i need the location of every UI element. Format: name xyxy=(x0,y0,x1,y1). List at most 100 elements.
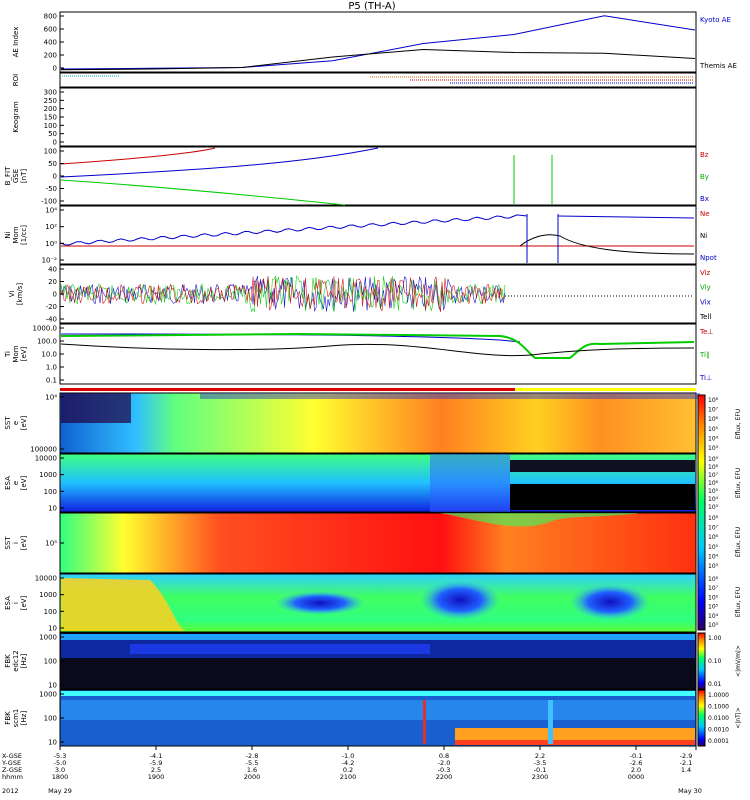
date-start: May 29 xyxy=(48,787,72,795)
mode-bar xyxy=(60,388,696,391)
cbtick-cb3-2: 10⁶ xyxy=(708,534,719,541)
colorbar-nt xyxy=(697,689,706,747)
legend-bfit-2: Bx xyxy=(700,195,709,203)
ytick-esa_e-3: 10 xyxy=(48,505,57,513)
ylabel-esa_e: ESA e [eV] xyxy=(4,475,28,490)
ytick-vi-4: -40 xyxy=(46,316,57,324)
panel-roi xyxy=(59,72,697,88)
cbtick-cb2-5: 10⁴ xyxy=(708,496,719,503)
ytick-keogram-1: 250 xyxy=(44,97,57,105)
ae-series-1 xyxy=(60,48,696,71)
svg-text:GSE: GSE xyxy=(12,169,20,183)
timerow-1-5: -3.5 xyxy=(534,759,547,767)
plot-title: P5 (TH-A) xyxy=(348,1,395,12)
svg-text:[km/s]: [km/s] xyxy=(16,283,24,306)
ytick-esa_e-1: 1000 xyxy=(39,471,57,479)
timerow-2-5: -0.1 xyxy=(534,766,547,774)
timerow-3-0: 1800 xyxy=(52,773,69,781)
timerow-1-7: -2.1 xyxy=(680,759,693,767)
legend-vi-1: Viy xyxy=(700,284,711,292)
timerow-1-3: -4.2 xyxy=(342,759,355,767)
cbtick-cb6-2: 0.0100 xyxy=(708,715,729,722)
cbtick-cb4-0: 10⁸ xyxy=(708,576,719,583)
ytick-ti-3: 1.0 xyxy=(46,364,57,372)
ae-chart-series xyxy=(60,15,696,71)
cbtick-cb3-3: 10⁵ xyxy=(708,544,719,551)
legend-ti-0: Te⊥ xyxy=(699,328,714,336)
ytick-vi-2: 0 xyxy=(53,291,57,299)
svg-text:ROI: ROI xyxy=(12,74,20,86)
cbtick-cb6-1: 0.1000 xyxy=(708,704,729,711)
timerow-2-3: 0.2 xyxy=(343,766,353,774)
ytick-ae-1: 600 xyxy=(44,26,57,34)
ytick-keogram-6: 0 xyxy=(53,139,57,147)
cbtick-cb4-5: 10³ xyxy=(708,622,719,629)
ylabel-vi: Vi [km/s] xyxy=(8,283,24,306)
timerow-2-2: 1.6 xyxy=(247,766,257,774)
timerow-3-2: 2000 xyxy=(244,773,261,781)
ytick-keogram-2: 200 xyxy=(44,105,57,113)
timerow-2-0: 3.0 xyxy=(55,766,65,774)
legend-ae-0: Kyoto AE xyxy=(700,16,731,24)
cblabel-cb5: <|mV/m|> xyxy=(735,645,742,677)
panel-bfit xyxy=(59,146,697,206)
timerow-1-4: -2.0 xyxy=(438,759,451,767)
ytick-ae-3: 200 xyxy=(44,52,57,60)
cblabel-cb1: Eflux, EFU xyxy=(735,409,742,439)
panel-ni xyxy=(59,205,697,265)
legend-vi-0: Viz xyxy=(700,269,711,277)
ytick-ae-2: 400 xyxy=(44,39,57,47)
timerow-label-0: X-GSE xyxy=(2,752,22,760)
timerow-3-4: 2200 xyxy=(436,773,453,781)
svg-text:FBK: FBK xyxy=(4,711,12,725)
ytick-ti-4: 0.1 xyxy=(46,377,57,385)
svg-text:FBK: FBK xyxy=(4,654,12,668)
timerow-1-2: -5.5 xyxy=(246,759,259,767)
ytick-ae-0: 800 xyxy=(44,13,57,21)
ytick-bfit-0: 100 xyxy=(44,148,57,156)
ytick-bfit-1: 50 xyxy=(48,160,57,168)
timerow-3-3: 2100 xyxy=(340,773,357,781)
legend-ni-0: Ne xyxy=(700,210,710,218)
ylabel-ti: Ti Mom [eV] xyxy=(4,345,28,362)
timerow-0-3: -1.0 xyxy=(342,752,355,760)
timerow-2-6: 2.0 xyxy=(631,766,641,774)
ylabel-bfit: B_FIT GSE [nT] xyxy=(4,166,28,185)
ytick-ti-2: 10.0 xyxy=(41,351,57,359)
cbtick-cb3-5: 10³ xyxy=(708,563,719,570)
cbtick-cb2-3: 10⁶ xyxy=(708,480,719,487)
ytick-keogram-4: 100 xyxy=(44,122,57,130)
timerow-0-5: 2.2 xyxy=(535,752,545,760)
timerow-2-7: 1.4 xyxy=(681,766,691,774)
ytick-bfit-4: -100 xyxy=(41,198,57,206)
svg-text:scm1: scm1 xyxy=(12,709,20,728)
panel-ae xyxy=(59,11,697,73)
ytick-ti-0: 1000.0 xyxy=(33,325,58,333)
ae-series-0 xyxy=(60,15,696,70)
legend-vi-2: Vix xyxy=(700,298,711,306)
ytick-fbk_b-0: 1000 xyxy=(39,691,57,699)
timerow-1-1: -5.9 xyxy=(150,759,163,767)
ytick-fbk_e-2: 10 xyxy=(48,682,57,690)
svg-text:B_FIT: B_FIT xyxy=(4,166,12,185)
cbtick-cb2-2: 10⁷ xyxy=(708,472,719,479)
ytick-esa_i-0: 10000 xyxy=(35,575,57,583)
ylabel-fbk_e: FBK edc12 [Hz] xyxy=(4,650,28,672)
cbtick-cb2-1: 10⁸ xyxy=(708,464,719,471)
legend-ae-1: Themis AE xyxy=(699,62,737,70)
cbtick-cb3-4: 10⁴ xyxy=(708,553,719,560)
ytick-ni-2: 10⁰ xyxy=(45,240,57,248)
svg-text:[eV]: [eV] xyxy=(20,475,28,490)
cbtick-cb6-4: 0.0001 xyxy=(708,738,729,745)
cblabel-cb2: Eflux, EFU xyxy=(735,468,742,498)
panel-fbk-e xyxy=(59,632,697,690)
cbtick-cb4-1: 10⁷ xyxy=(708,585,719,592)
cbtick-cb6-3: 0.0010 xyxy=(708,727,729,734)
ytick-bfit-2: 0 xyxy=(53,173,57,181)
cbtick-cb2-6: 10³ xyxy=(708,504,719,511)
ytick-esa_i-1: 1000 xyxy=(39,591,57,599)
timerow-1-6: -2.6 xyxy=(630,759,643,767)
ytick-sst_e-0: 10⁴ xyxy=(45,394,57,402)
svg-text:Keogram: Keogram xyxy=(12,101,20,132)
